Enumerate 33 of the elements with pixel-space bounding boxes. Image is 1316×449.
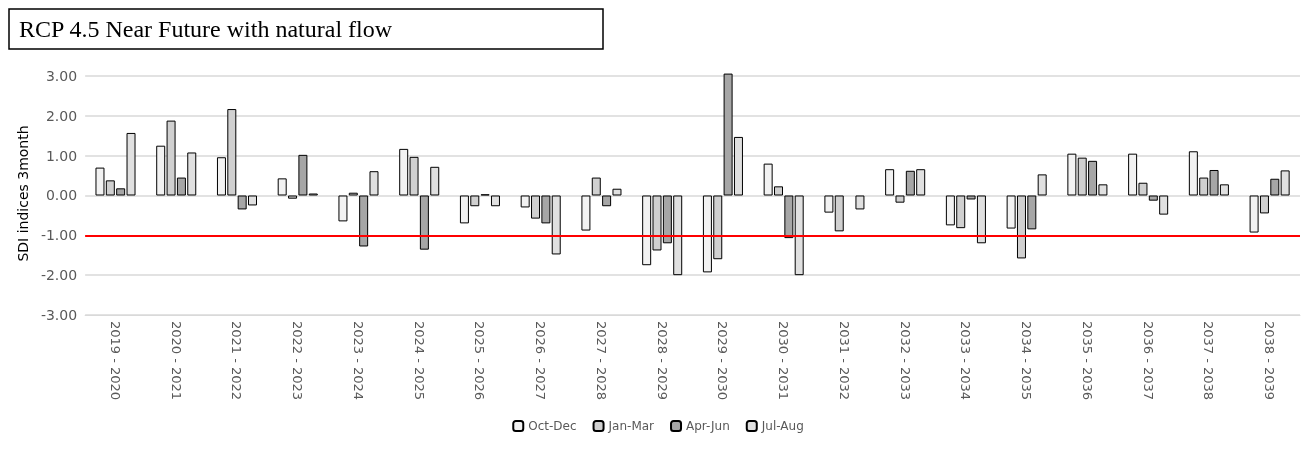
chart-title: RCP 4.5 Near Future with natural flow bbox=[19, 16, 393, 42]
x-tick-label: 2028 - 2029 bbox=[654, 321, 670, 401]
x-tick-label: 2019 - 2020 bbox=[108, 321, 123, 401]
x-tick-label: 2021 - 2022 bbox=[229, 321, 245, 401]
x-tick-label: 2023 - 2024 bbox=[350, 321, 366, 401]
x-tick-label: 2033 - 2034 bbox=[958, 321, 974, 401]
x-tick-label: 2036 - 2037 bbox=[1140, 321, 1156, 401]
x-tick-label: 2026 - 2027 bbox=[533, 321, 549, 401]
legend-label: Apr-Jun bbox=[686, 419, 730, 433]
y-tick-label: -3.00 bbox=[40, 307, 78, 323]
x-tick-label: 2032 - 2033 bbox=[897, 321, 913, 401]
y-tick-label: 1.00 bbox=[45, 147, 78, 164]
x-tick-label: 2022 - 2023 bbox=[290, 321, 306, 401]
x-tick-label: 2020 - 2021 bbox=[168, 321, 184, 401]
legend-label: Jul-Aug bbox=[760, 419, 804, 433]
x-tick-label: 2035 - 2036 bbox=[1079, 321, 1095, 401]
y-tick-label: -2.00 bbox=[40, 267, 78, 284]
y-tick-label: 2.00 bbox=[45, 107, 78, 124]
x-tick-label: 2030 - 2031 bbox=[776, 321, 792, 401]
x-tick-label: 2027 - 2028 bbox=[593, 321, 609, 401]
x-tick-label: 2034 - 2035 bbox=[1019, 321, 1035, 401]
x-tick-label: 2029 - 2030 bbox=[715, 321, 731, 401]
y-axis-title: SDI indices 3month bbox=[15, 125, 31, 262]
y-tick-label: 0.00 bbox=[45, 187, 78, 204]
x-tick-label: 2025 - 2026 bbox=[472, 321, 488, 401]
legend-label: Jan-Mar bbox=[607, 419, 655, 433]
x-tick-label: 2024 - 2025 bbox=[411, 321, 427, 401]
x-tick-label: 2038 - 2039 bbox=[1262, 321, 1278, 401]
x-tick-label: 2031 - 2032 bbox=[836, 321, 852, 401]
y-tick-label: -1.00 bbox=[40, 227, 78, 244]
legend-label: Oct-Dec bbox=[528, 419, 577, 433]
y-tick-label: 3.00 bbox=[45, 67, 78, 84]
x-tick-label: 2037 - 2038 bbox=[1201, 321, 1217, 401]
